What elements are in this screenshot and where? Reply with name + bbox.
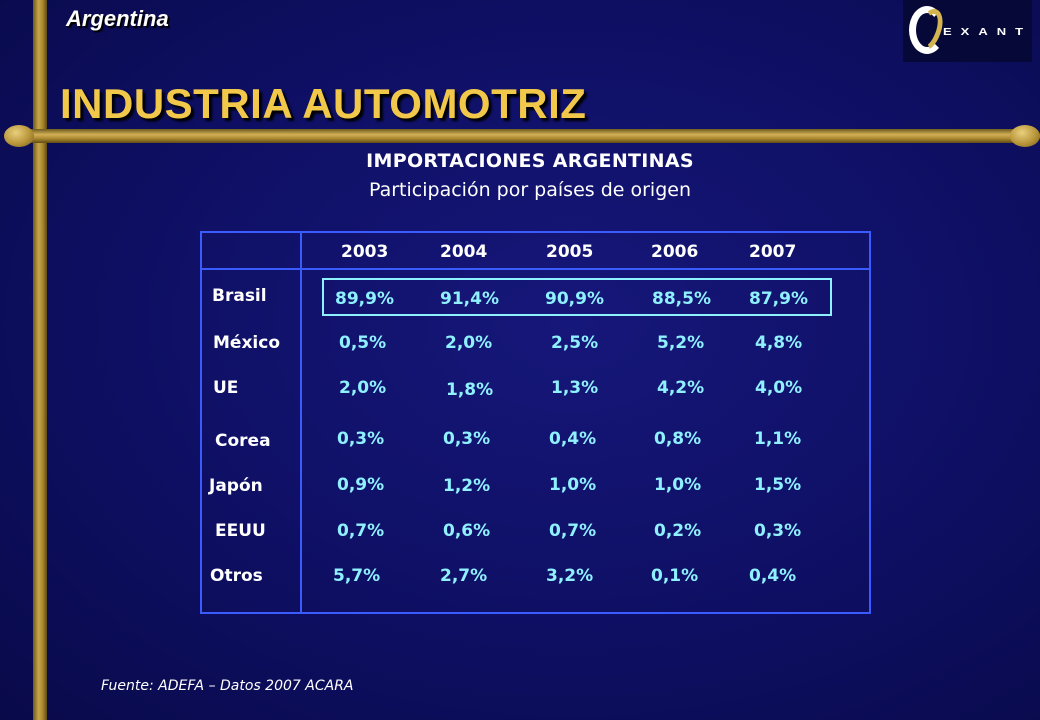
table-cell: 1,0% <box>549 475 597 495</box>
table-cell: 0,1% <box>651 566 699 586</box>
slide-title: INDUSTRIA AUTOMOTRIZ <box>60 80 587 127</box>
table-cell: 2,0% <box>445 333 493 353</box>
logo-c-shape <box>909 6 945 54</box>
row-label-brasil: Brasil <box>212 286 267 306</box>
table-cell: 0,4% <box>749 566 797 586</box>
table-cell: 1,5% <box>754 475 802 495</box>
year-header: 2006 <box>651 242 699 262</box>
source-note: Fuente: ADEFA – Datos 2007 ACARA <box>101 678 354 694</box>
table-cell: 0,2% <box>654 521 702 541</box>
year-header: 2007 <box>749 242 797 262</box>
table-cell: 87,9% <box>749 289 808 309</box>
table-cell: 0,7% <box>549 521 597 541</box>
table-cell: 88,5% <box>652 289 711 309</box>
table-cell: 2,5% <box>551 333 599 353</box>
gold-bar-left-end <box>4 125 34 147</box>
row-label-japon: Japón <box>209 476 263 496</box>
row-label-mexico: México <box>213 333 280 353</box>
logo-wordmark: EXANTE <box>943 25 1032 38</box>
country-label: Argentina <box>66 6 169 31</box>
table-cell: 89,9% <box>335 289 394 309</box>
gold-vertical-bar <box>33 0 47 720</box>
table-cell: 4,2% <box>657 378 705 398</box>
table-cell: 1,2% <box>443 476 491 496</box>
table-cell: 90,9% <box>545 289 604 309</box>
gold-horizontal-bar <box>8 129 1040 143</box>
table-cell: 5,2% <box>657 333 705 353</box>
table-header-divider <box>200 268 869 270</box>
year-header: 2005 <box>546 242 594 262</box>
table-cell: 0,4% <box>549 429 597 449</box>
table-cell: 1,0% <box>654 475 702 495</box>
table-cell: 0,6% <box>443 521 491 541</box>
table-column-divider <box>300 231 302 612</box>
row-label-corea: Corea <box>215 431 271 451</box>
table-cell: 0,8% <box>654 429 702 449</box>
exante-logo: EXANTE <box>903 0 1032 62</box>
table-cell: 1,8% <box>446 380 494 400</box>
table-cell: 0,3% <box>754 521 802 541</box>
year-header: 2004 <box>440 242 488 262</box>
year-header: 2003 <box>341 242 389 262</box>
table-cell: 0,5% <box>339 333 387 353</box>
row-label-otros: Otros <box>210 566 263 586</box>
table-cell: 91,4% <box>440 289 499 309</box>
table-cell: 2,0% <box>339 378 387 398</box>
table-cell: 4,8% <box>755 333 803 353</box>
table-cell: 0,3% <box>337 429 385 449</box>
table-cell: 2,7% <box>440 566 488 586</box>
table-frame <box>200 231 871 614</box>
table-cell: 1,3% <box>551 378 599 398</box>
table-cell: 4,0% <box>755 378 803 398</box>
table-subtitle: Participación por países de origen <box>369 179 691 201</box>
gold-bar-right-end <box>1010 125 1040 147</box>
table-title: IMPORTACIONES ARGENTINAS <box>366 150 694 172</box>
row-label-ue: UE <box>213 378 239 398</box>
table-cell: 1,1% <box>754 429 802 449</box>
brasil-row-highlight <box>322 278 832 316</box>
table-cell: 0,7% <box>337 521 385 541</box>
table-cell: 0,9% <box>337 475 385 495</box>
table-cell: 3,2% <box>546 566 594 586</box>
table-cell: 0,3% <box>443 429 491 449</box>
row-label-eeuu: EEUU <box>215 521 266 541</box>
table-cell: 5,7% <box>333 566 381 586</box>
